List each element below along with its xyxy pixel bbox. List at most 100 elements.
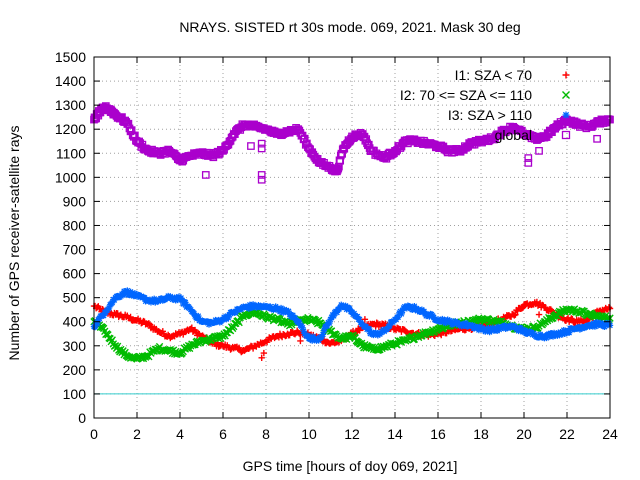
data-point-dense bbox=[461, 322, 469, 329]
data-point-dense bbox=[575, 324, 583, 331]
data-point-dense bbox=[440, 318, 447, 326]
series-2 bbox=[90, 287, 614, 344]
data-point-dense bbox=[174, 296, 182, 304]
x-tick-label: 2 bbox=[133, 426, 141, 442]
outlier-point bbox=[524, 154, 533, 162]
data-point-dense bbox=[260, 339, 268, 347]
legend-label: I2: 70 <= SZA <= 110 bbox=[400, 87, 532, 103]
data-point-dense bbox=[318, 333, 326, 340]
x-axis-label: GPS time [hours of doy 069, 2021] bbox=[243, 458, 458, 474]
y-tick-label: 100 bbox=[63, 386, 87, 402]
data-point-dense bbox=[320, 327, 328, 334]
data-point-dense bbox=[565, 329, 573, 336]
data-point-dense bbox=[301, 140, 310, 149]
data-point-dense bbox=[591, 323, 599, 330]
data-point-dense bbox=[515, 327, 522, 335]
outliers bbox=[201, 134, 601, 184]
data-point-dense bbox=[149, 298, 157, 305]
data-point-dense bbox=[528, 329, 535, 336]
legend-label: I3: SZA > 110 bbox=[448, 107, 532, 123]
data-point-dense bbox=[411, 303, 418, 310]
data-point-dense bbox=[354, 313, 361, 320]
data-point-dense bbox=[514, 325, 521, 332]
data-point-dense bbox=[395, 313, 402, 321]
data-point-dense bbox=[433, 317, 441, 324]
data-point-dense bbox=[444, 316, 451, 323]
outlier-point bbox=[535, 147, 543, 155]
data-point-dense bbox=[319, 331, 327, 338]
data-point-dense bbox=[605, 304, 613, 311]
data-point-dense bbox=[605, 320, 613, 327]
outlier-point bbox=[260, 349, 268, 357]
x-tick-label: 6 bbox=[219, 426, 227, 442]
outlier-point bbox=[257, 171, 266, 179]
series-2-dense bbox=[91, 287, 613, 344]
y-tick-label: 600 bbox=[63, 266, 87, 282]
data-point-dense bbox=[588, 321, 595, 328]
data-point-dense bbox=[518, 326, 526, 333]
data-point-dense bbox=[333, 309, 341, 316]
data-point-dense bbox=[120, 288, 128, 295]
data-point-dense bbox=[441, 316, 448, 324]
data-point-dense bbox=[228, 345, 235, 352]
data-point-dense bbox=[111, 296, 118, 304]
outlier-point bbox=[257, 139, 266, 148]
data-point-dense bbox=[163, 294, 171, 302]
data-point-dense bbox=[442, 319, 449, 327]
data-point-dense bbox=[550, 329, 558, 337]
data-point-dense bbox=[300, 328, 307, 335]
data-point-dense bbox=[207, 318, 215, 326]
series-3 bbox=[90, 102, 614, 176]
data-point-dense bbox=[356, 316, 363, 323]
data-point-dense bbox=[369, 330, 376, 338]
data-point-dense bbox=[130, 131, 139, 140]
data-point-dense bbox=[333, 332, 341, 340]
data-point-dense bbox=[543, 334, 550, 342]
data-point-dense bbox=[121, 290, 129, 297]
data-point-dense bbox=[190, 310, 198, 317]
data-point-dense bbox=[346, 305, 354, 313]
data-point-dense bbox=[226, 311, 233, 318]
series-3-dense bbox=[90, 102, 613, 176]
data-point-dense bbox=[605, 115, 613, 124]
x-tick-label: 10 bbox=[301, 426, 317, 442]
legend: I1: SZA < 70 I2: 70 <= SZA <= 110 I3: SZA … bbox=[400, 67, 571, 143]
data-point-dense bbox=[217, 342, 225, 349]
data-point-dense bbox=[593, 319, 601, 326]
y-tick-label: 1300 bbox=[55, 97, 86, 113]
series-0-dense bbox=[91, 298, 613, 356]
y-tick-label: 900 bbox=[63, 193, 87, 209]
data-point-dense bbox=[545, 330, 552, 338]
data-point-dense bbox=[430, 314, 437, 321]
data-point-dense bbox=[173, 294, 180, 301]
data-point-dense bbox=[386, 322, 393, 329]
legend-marker bbox=[562, 91, 570, 99]
data-point-dense bbox=[420, 308, 428, 315]
data-point-dense bbox=[228, 324, 237, 333]
legend-label: global bbox=[495, 127, 532, 143]
data-point-dense bbox=[599, 320, 606, 327]
data-point-dense bbox=[99, 324, 108, 333]
y-tick-label: 400 bbox=[63, 314, 87, 330]
data-point-dense bbox=[397, 308, 404, 315]
y-tick-label: 500 bbox=[63, 290, 87, 306]
data-point-dense bbox=[421, 310, 429, 318]
x-tick-label: 22 bbox=[559, 426, 575, 442]
data-point-dense bbox=[338, 149, 346, 158]
y-tick-label: 1100 bbox=[56, 145, 86, 161]
data-point-dense bbox=[315, 337, 322, 344]
data-point-dense bbox=[366, 325, 373, 333]
series-layer bbox=[90, 102, 614, 395]
data-point-dense bbox=[225, 314, 232, 322]
data-point-dense bbox=[246, 301, 254, 309]
data-point-dense bbox=[124, 287, 131, 294]
data-point-dense bbox=[277, 304, 285, 312]
data-point-dense bbox=[601, 323, 608, 330]
y-tick-label: 1000 bbox=[55, 169, 86, 185]
data-point-dense bbox=[239, 347, 246, 355]
data-point-dense bbox=[289, 311, 297, 319]
data-point-dense bbox=[283, 307, 290, 314]
series-0 bbox=[90, 298, 614, 356]
